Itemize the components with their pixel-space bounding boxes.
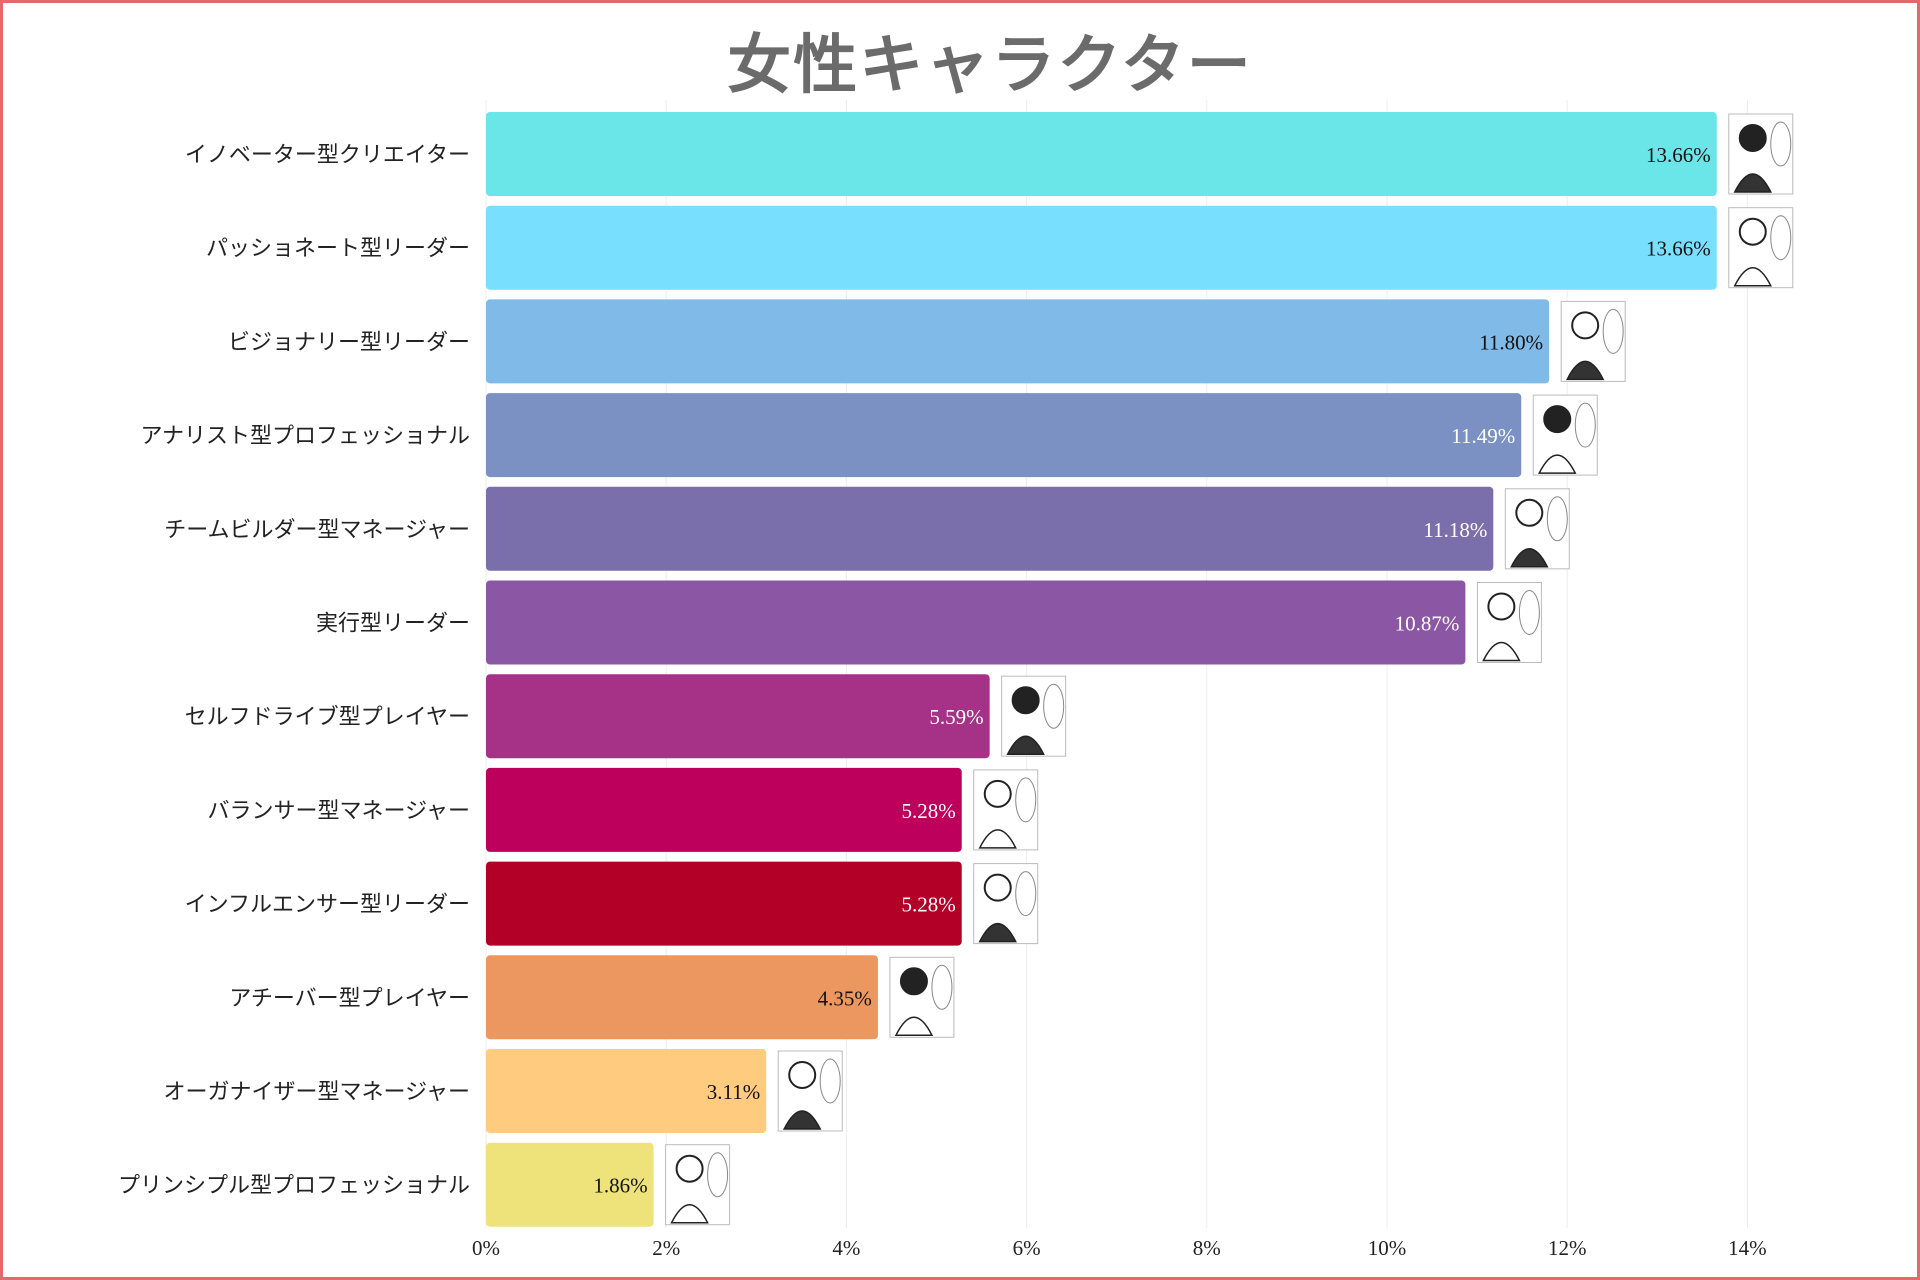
value-label: 1.86% <box>593 1174 647 1198</box>
character-body-icon <box>1006 735 1045 755</box>
character-body-icon <box>1733 267 1772 287</box>
value-label: 5.28% <box>901 799 955 823</box>
bar <box>486 486 1494 571</box>
speech-bubble-icon <box>1015 777 1037 823</box>
character-head-icon <box>899 967 928 996</box>
character-head-icon <box>1571 311 1600 340</box>
bar <box>486 112 1717 196</box>
category-label: パッショネート型リーダー <box>206 237 470 262</box>
character-body-icon <box>1510 548 1549 568</box>
speech-bubble-icon <box>707 1152 729 1198</box>
x-tick-label: 10% <box>1368 1236 1407 1260</box>
bar <box>486 393 1522 478</box>
x-tick-label: 2% <box>652 1236 680 1260</box>
character-head-icon <box>1487 592 1516 621</box>
x-tick-label: 0% <box>472 1236 500 1260</box>
character-head-icon <box>1738 124 1767 152</box>
character-head-icon <box>1543 405 1572 434</box>
speech-bubble-icon <box>819 1058 841 1104</box>
value-label: 5.28% <box>901 893 955 917</box>
character-head-icon <box>983 873 1012 902</box>
character-head-icon <box>1738 217 1767 246</box>
speech-bubble-icon <box>1770 215 1792 261</box>
character-body-icon <box>978 923 1017 943</box>
bar <box>486 1142 654 1227</box>
category-label: オーガナイザー型マネージャー <box>164 1080 470 1105</box>
category-label: 実行型リーダー <box>316 612 470 637</box>
character-head-icon <box>788 1061 817 1089</box>
speech-bubble-icon <box>1015 871 1037 917</box>
speech-bubble-icon <box>1546 496 1568 542</box>
x-tick-label: 8% <box>1193 1236 1221 1260</box>
character-body-icon <box>894 1016 934 1037</box>
value-label: 3.11% <box>707 1080 760 1104</box>
category-label: チームビルダー型マネージャー <box>164 518 470 543</box>
character-body-icon <box>1565 360 1605 381</box>
speech-bubble-icon <box>1770 121 1792 167</box>
speech-bubble-icon <box>1574 402 1596 448</box>
x-tick-label: 12% <box>1548 1236 1587 1260</box>
bar <box>486 861 962 946</box>
value-label: 11.49% <box>1451 424 1515 448</box>
bar <box>486 299 1550 384</box>
speech-bubble-icon <box>1518 590 1540 635</box>
character-body-icon <box>782 1110 822 1130</box>
category-label: イノベーター型クリエイター <box>185 143 470 168</box>
character-body-icon <box>1733 173 1772 193</box>
speech-bubble-icon <box>1043 683 1065 729</box>
category-label: セルフドライブ型プレイヤー <box>185 705 470 730</box>
character-body-icon <box>670 1204 709 1224</box>
value-label: 10.87% <box>1395 612 1460 636</box>
x-tick-label: 4% <box>832 1236 860 1260</box>
category-label: プリンシプル型プロフェッショナル <box>118 1174 470 1199</box>
category-label: ビジョナリー型リーダー <box>228 330 470 355</box>
value-label: 13.66% <box>1646 237 1711 261</box>
category-label: バランサー型マネージャー <box>208 799 470 824</box>
bar <box>486 580 1466 665</box>
chart-title: 女性キャラクター <box>727 29 1253 103</box>
character-body-icon <box>1482 641 1521 662</box>
character-body-icon <box>978 829 1017 849</box>
bar <box>486 205 1717 290</box>
bar <box>486 674 990 759</box>
category-label: アチーバー型プレイヤー <box>229 986 470 1011</box>
speech-bubble-icon <box>931 964 953 1010</box>
x-tick-label: 14% <box>1728 1236 1767 1260</box>
value-label: 5.59% <box>929 705 983 729</box>
category-label: インフルエンサー型リーダー <box>185 893 470 918</box>
bar <box>486 767 962 852</box>
category-label: アナリスト型プロフェッショナル <box>140 424 470 449</box>
character-head-icon <box>1515 498 1544 527</box>
character-head-icon <box>983 779 1012 808</box>
value-label: 4.35% <box>818 986 872 1010</box>
character-head-icon <box>1011 686 1040 715</box>
character-body-icon <box>1538 454 1577 474</box>
value-label: 11.80% <box>1479 330 1543 354</box>
speech-bubble-icon <box>1602 308 1624 354</box>
bar <box>486 1049 767 1133</box>
character-head-icon <box>675 1154 704 1183</box>
value-label: 11.18% <box>1423 518 1487 542</box>
value-label: 13.66% <box>1646 143 1711 167</box>
x-tick-label: 6% <box>1013 1236 1041 1260</box>
bar <box>486 955 878 1040</box>
